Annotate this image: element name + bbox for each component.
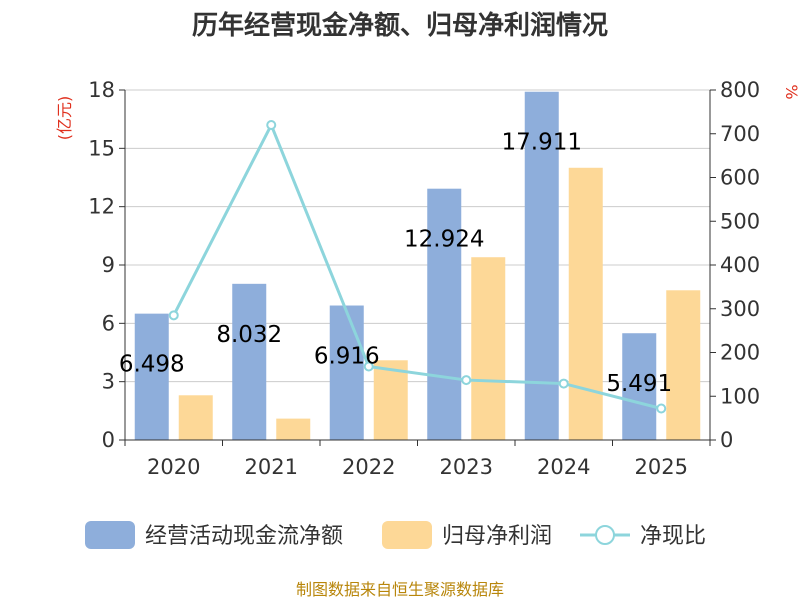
- left-axis-tick-label: 12: [88, 195, 115, 219]
- ratio-point: [266, 120, 277, 130]
- cashflow-bar: [622, 333, 657, 440]
- legend-ratio-marker: [595, 525, 615, 545]
- ratio-point: [461, 375, 472, 386]
- legend-cashflow-swatch: [85, 521, 135, 549]
- ratio-point: [558, 378, 569, 389]
- left-axis-tick-label: 9: [102, 253, 115, 277]
- x-axis-tick-label: 2022: [342, 455, 395, 479]
- ratio-point: [656, 403, 667, 414]
- cashflow-data-label: 5.491: [606, 371, 672, 397]
- x-axis-tick-label: 2021: [245, 455, 298, 479]
- left-axis-tick-label: 3: [102, 370, 115, 394]
- cashflow-data-label: 12.924: [404, 227, 484, 253]
- net-profit-bar: [666, 290, 701, 440]
- right-axis-tick-label: 300: [720, 297, 760, 321]
- left-axis-tick-label: 6: [102, 311, 115, 335]
- net-profit-bar: [276, 418, 311, 440]
- x-axis-tick-label: 2024: [537, 455, 590, 479]
- gridlines: [125, 89, 710, 383]
- cashflow-data-label: 6.916: [314, 344, 380, 370]
- cashflow-bar: [232, 283, 267, 440]
- legend-label: 净现比: [640, 524, 706, 549]
- ratio-point: [363, 361, 374, 372]
- cashflow-data-label: 8.032: [216, 322, 282, 348]
- ratio-line: [168, 120, 667, 414]
- right-axis-tick-label: 400: [720, 253, 760, 277]
- right-axis-unit: %: [782, 84, 800, 99]
- right-axis-tick-label: 600: [720, 166, 760, 190]
- cashflow-data-label: 6.498: [119, 352, 185, 378]
- legend-label: 经营活动现金流净额: [145, 524, 343, 549]
- legend-net-profit-swatch: [382, 521, 432, 549]
- data-labels: 6.498 8.032 6.916 12.924 17.911 5.491: [119, 130, 672, 398]
- right-axis-tick-label: 100: [720, 384, 760, 408]
- axes: 0 3 6 9 12 15 18 0 100 200 300 400 500 600 700 800 2020 2…: [88, 78, 760, 479]
- cashflow-bar: [134, 313, 169, 440]
- x-axis-tick-label: 2025: [635, 455, 688, 479]
- legend-label: 归母净利润: [442, 524, 552, 549]
- cashflow-data-label: 17.911: [502, 130, 582, 156]
- left-axis-unit: (亿元): [55, 96, 74, 141]
- source-note: 制图数据来自恒生聚源数据库: [296, 580, 504, 599]
- left-axis-tick-label: 0: [102, 428, 115, 452]
- right-axis-tick-label: 500: [720, 209, 760, 233]
- ratio-line-path: [172, 121, 662, 410]
- legend[interactable]: 经营活动现金流净额 归母净利润 净现比: [85, 521, 706, 549]
- right-axis-tick-label: 200: [720, 341, 760, 365]
- chart-title: 历年经营现金净额、归母净利润情况: [192, 10, 608, 41]
- x-axis-tick-label: 2023: [440, 455, 493, 479]
- right-axis-tick-label: 0: [720, 428, 733, 452]
- right-axis-tick-label: 700: [720, 122, 760, 146]
- net-profit-bar: [568, 167, 603, 440]
- left-axis-tick-label: 18: [88, 78, 115, 102]
- left-axis-tick-label: 15: [88, 136, 115, 160]
- net-profit-bar: [178, 395, 213, 440]
- cashflow-bar: [427, 188, 462, 440]
- x-axis-tick-label: 2020: [147, 455, 200, 479]
- right-axis-tick-label: 800: [720, 78, 760, 102]
- cashflow-bar: [329, 305, 364, 440]
- ratio-point: [168, 310, 179, 321]
- net-profit-bar: [373, 360, 408, 440]
- net-profit-bar: [471, 257, 506, 440]
